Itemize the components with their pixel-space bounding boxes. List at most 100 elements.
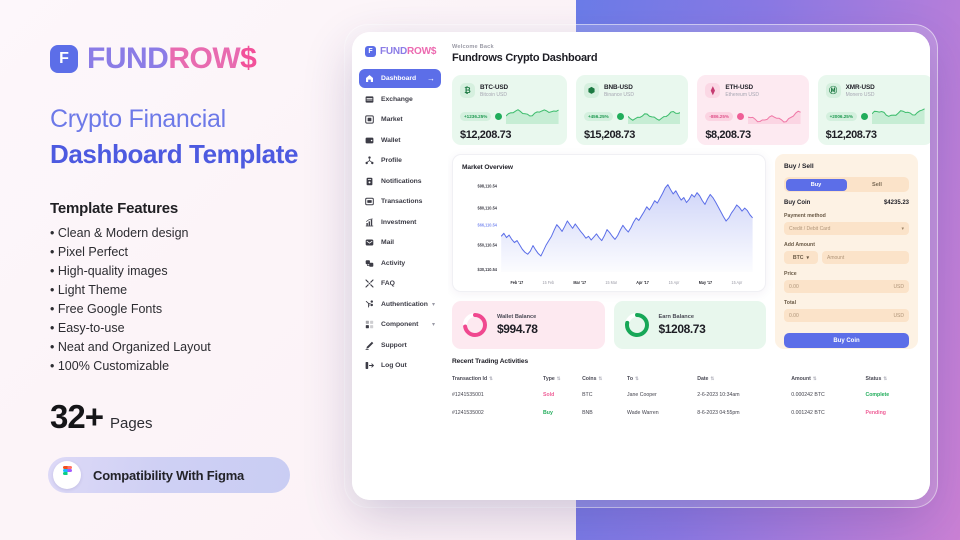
sidebar-item-notifications[interactable]: Notifications: [359, 172, 441, 191]
buy-sell-tabs: Buy Sell: [784, 177, 909, 192]
coin-trend-dot-icon: [495, 112, 503, 120]
svg-text:$80,110.54: $80,110.54: [478, 205, 498, 210]
coin-header: Ⓜ XMR-USD Monero USD: [825, 83, 925, 98]
sidebar-item-authentication[interactable]: Authentication ▾: [359, 295, 441, 314]
status-badge: Pending: [865, 410, 886, 416]
activity-icon: [365, 259, 374, 267]
balance-donut-chart: [624, 313, 649, 337]
feature-item: Easy-to-use: [50, 319, 211, 338]
sidebar-item-mail[interactable]: Mail: [359, 233, 441, 252]
authentication-icon: [365, 299, 373, 307]
coin-change-badge: +1236.25%: [460, 111, 492, 121]
price-value: 0.00: [789, 283, 799, 290]
sort-icon: ⇅: [489, 376, 494, 381]
sidebar-item-transactions[interactable]: Transactions: [359, 192, 441, 211]
balance-card-earn-balance[interactable]: Earn Balance $1208.73: [613, 301, 766, 349]
table-header-amount[interactable]: Amount ⇅: [791, 372, 865, 386]
table-row[interactable]: #1241535001 Sold BTC Jane Cooper 2-6-2023 10…: [452, 386, 918, 404]
sidebar-item-component[interactable]: Component ▾: [359, 315, 441, 334]
sidebar-item-exchange[interactable]: Exchange: [359, 90, 441, 109]
price-input[interactable]: 0.00 USD: [784, 280, 909, 293]
balance-card-wallet-balance[interactable]: Wallet Balance $994.78: [452, 301, 605, 349]
balance-cards-row: Wallet Balance $994.78 Earn Balance $1208.7…: [452, 301, 766, 349]
currency-select[interactable]: BTC ▾: [784, 251, 818, 264]
sidebar-item-activity[interactable]: Activity: [359, 254, 441, 273]
coin-card-btc-usd[interactable]: ₿ BTC-USD Bitcoin USD +1236.25% $12,208.73: [452, 75, 567, 145]
coin-titles: BTC-USD Bitcoin USD: [480, 84, 508, 98]
coin-metrics: +456.25%: [583, 108, 681, 124]
market-chart-svg: $98,110.54 $80,110.54 $66,110.54 $50,110.54…: [478, 183, 753, 285]
headline-line-1: Crypto Financial: [50, 105, 226, 133]
sort-icon: ⇅: [710, 376, 715, 381]
balance-value: $1208.73: [658, 322, 706, 336]
type-badge: Buy: [543, 410, 553, 416]
coin-symbol: ETH-USD: [725, 83, 754, 91]
coin-change-badge: -886.25%: [705, 111, 733, 121]
add-amount-row: BTC ▾ Amount: [784, 251, 909, 264]
sidebar-item-dashboard[interactable]: Dashboard →: [359, 69, 441, 88]
type-badge: Sold: [543, 392, 555, 398]
brand-part-a: FUND: [87, 42, 169, 75]
chevron-down-icon[interactable]: ▾: [431, 322, 435, 328]
table-header-label: To: [627, 376, 633, 382]
coin-price: $8,208.73: [705, 129, 751, 141]
pages-number: 32+: [50, 398, 104, 435]
total-value: 0.00: [789, 312, 799, 319]
sidebar-brand: F FUNDROW$: [359, 44, 441, 69]
buy-sell-panel: Buy / Sell Buy Sell Buy Coin $4235.23 Pa…: [775, 154, 918, 349]
brand-mark-icon: F: [50, 45, 78, 73]
sidebar-item-profile[interactable]: Profile: [359, 151, 441, 170]
svg-text:15 Apr: 15 Apr: [669, 280, 680, 285]
add-amount-label: Add Amount: [784, 242, 815, 248]
table-header-coins[interactable]: Coins ⇅: [582, 372, 627, 386]
sidebar-item-market[interactable]: Market: [359, 110, 441, 129]
coin-price: $15,208.73: [583, 129, 635, 141]
sidebar-item-faq[interactable]: FAQ: [359, 274, 441, 293]
feature-item: Pixel Perfect: [50, 243, 211, 262]
sidebar-item-label: Notifications: [381, 177, 422, 185]
brand-logo: F FUNDROW$: [50, 42, 257, 76]
tab-buy[interactable]: Buy: [785, 178, 847, 191]
sidebar-item-investment[interactable]: Investment: [359, 213, 441, 232]
table-header-to[interactable]: To ⇅: [627, 372, 697, 386]
component-icon: [365, 320, 374, 329]
market-overview-title: Market Overview: [462, 164, 513, 171]
coin-card-eth-usd[interactable]: ⧫ ETH-USD Ethereum USD -886.25% $8,208.73: [697, 75, 809, 145]
coin-card-xmr-usd[interactable]: Ⓜ XMR-USD Monero USD +2006.25% $12,208.73: [817, 75, 930, 145]
coin-trend-dot-icon: [860, 112, 868, 120]
exchange-icon: [365, 95, 374, 103]
amount-input[interactable]: Amount: [822, 251, 909, 264]
currency-value: BTC: [792, 254, 804, 261]
table-header-type[interactable]: Type ⇅: [543, 372, 582, 386]
figma-compatibility-badge[interactable]: Compatibility With Figma: [48, 457, 290, 493]
mail-icon: [365, 239, 374, 246]
coin-card-bnb-usd[interactable]: ⬢ BNB-USD Binance USD +456.25% $15,208.73: [575, 75, 689, 145]
sidebar-item-label: Activity: [381, 259, 406, 267]
table-header-transaction-id[interactable]: Transaction Id ⇅: [452, 372, 543, 386]
svg-text:Feb '17: Feb '17: [511, 280, 524, 285]
table-row[interactable]: #1241535002 Buy BNB Wade Warren 8-6-2023 04:…: [452, 404, 918, 422]
coin-name: Ethereum USD: [725, 91, 759, 98]
sidebar-brand-c: ROW$: [406, 46, 437, 57]
chevron-down-icon[interactable]: ▾: [431, 301, 435, 308]
sidebar-item-support[interactable]: Support: [359, 336, 441, 355]
payment-method-select[interactable]: Credit / Debit Card ▾: [784, 222, 909, 235]
feature-item: High-quality images: [50, 262, 211, 281]
coin-titles: XMR-USD Monero USD: [846, 84, 875, 98]
sort-icon: ⇅: [883, 376, 888, 381]
coin-sparkline: [748, 110, 801, 124]
sidebar-item-log-out[interactable]: Log Out: [359, 356, 441, 375]
figma-label: Compatibility With Figma: [93, 467, 245, 483]
table-header-date[interactable]: Date ⇅: [697, 372, 791, 386]
table-header-status[interactable]: Status ⇅: [866, 372, 919, 386]
buy-coin-button[interactable]: Buy Coin: [784, 333, 909, 348]
svg-text:$50,110.54: $50,110.54: [478, 242, 498, 247]
dashboard-sidebar: F FUNDROW$ Dashboard → Exchange Market Walle…: [352, 32, 448, 500]
total-input[interactable]: 0.00 USD: [784, 309, 909, 322]
sidebar-item-wallet[interactable]: Wallet: [359, 131, 441, 150]
tab-sell[interactable]: Sell: [872, 181, 882, 188]
sidebar-item-label: Transactions: [381, 198, 423, 205]
coin-trend-dot-icon: [616, 112, 624, 120]
balance-donut-chart: [463, 313, 487, 337]
svg-text:$30,110.54: $30,110.54: [478, 267, 498, 272]
